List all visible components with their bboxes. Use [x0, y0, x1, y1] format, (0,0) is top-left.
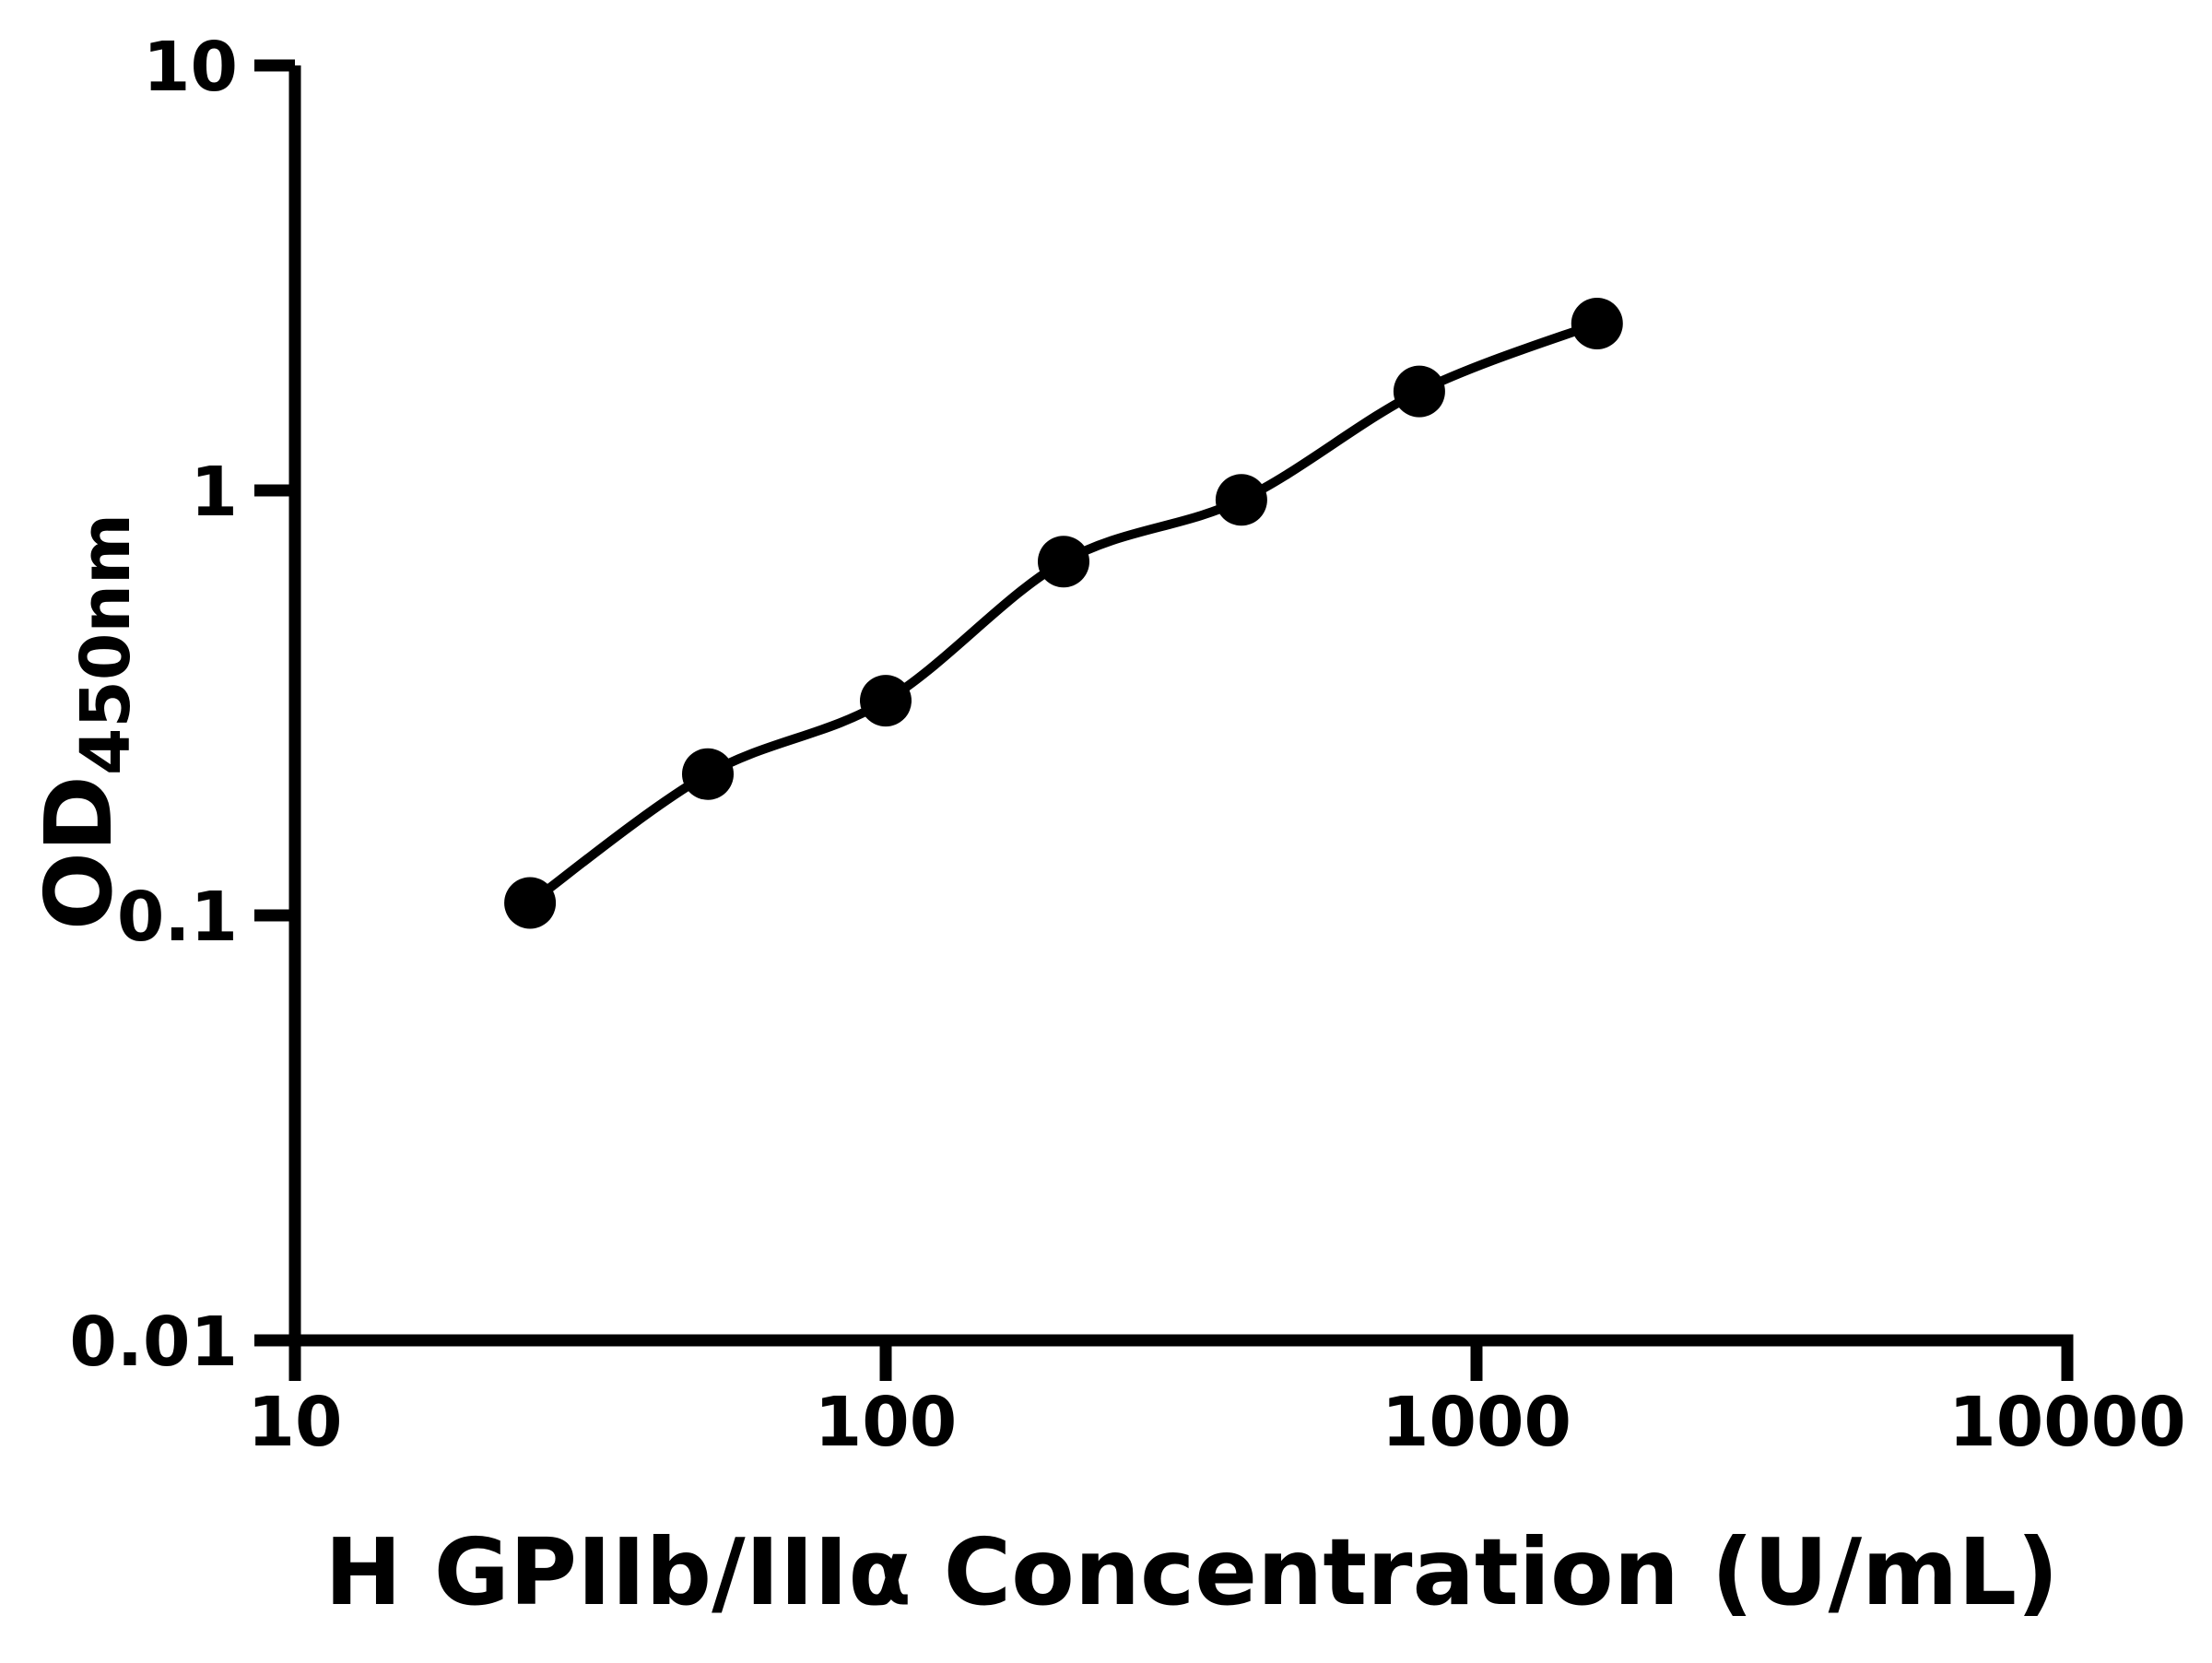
fit-curve — [527, 319, 1599, 907]
data-point — [860, 675, 912, 727]
y-tick-label: 1 — [191, 453, 239, 532]
data-point — [504, 877, 557, 929]
x-axis-title: H GPIIb/IIIα Concentration (U/mL) — [324, 1518, 2059, 1626]
data-point — [1393, 365, 1445, 418]
tick-marks — [254, 59, 2074, 1381]
y-tick-label: 0.1 — [117, 878, 238, 957]
data-point — [682, 748, 734, 800]
y-axis-title-main: OD — [25, 775, 133, 930]
x-tick-label: 10000 — [1948, 1383, 2185, 1462]
series — [504, 298, 1623, 929]
y-axis-title: OD450nm — [25, 513, 146, 930]
x-tick-label: 100 — [815, 1383, 957, 1462]
data-point — [1038, 536, 1089, 588]
data-point — [1571, 298, 1623, 349]
y-tick-label: 10 — [143, 28, 238, 107]
data-point — [1215, 474, 1267, 526]
axes — [288, 65, 2074, 1347]
y-axis-title-subscript: 450nm — [66, 513, 146, 775]
x-tick-label: 1000 — [1382, 1383, 1571, 1462]
x-tick-label: 10 — [248, 1383, 343, 1462]
y-tick-label: 0.01 — [69, 1303, 238, 1382]
